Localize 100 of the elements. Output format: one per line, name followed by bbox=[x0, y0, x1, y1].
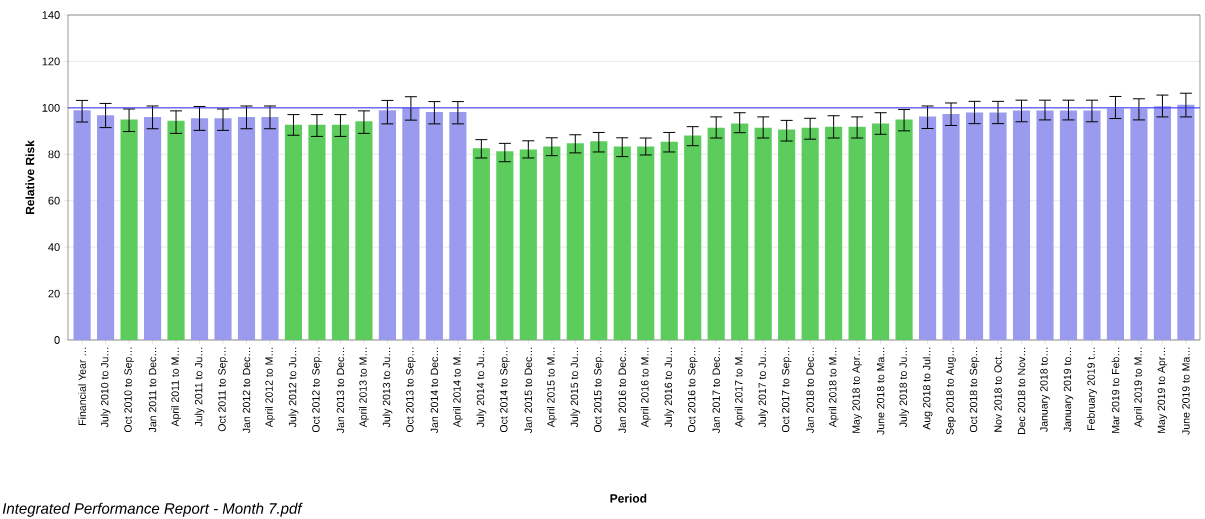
bar bbox=[1177, 104, 1195, 340]
x-tick-label: July 2015 to Ju… bbox=[570, 347, 581, 428]
bar bbox=[331, 124, 350, 340]
x-axis-title: Period bbox=[610, 493, 647, 503]
x-tick-label: Nov 2018 to Oct… bbox=[994, 347, 1002, 432]
bar bbox=[73, 110, 91, 340]
x-tick-label: February 2019 t… bbox=[1087, 347, 1097, 430]
x-tick-label: April 2019 to M… bbox=[1134, 347, 1144, 428]
x-tick-label: July 2012 to Ju… bbox=[288, 347, 299, 428]
x-tick-label: Dec 2018 to Nov… bbox=[1017, 347, 1026, 435]
bar bbox=[1106, 108, 1125, 340]
bar bbox=[778, 129, 796, 340]
bar bbox=[472, 148, 490, 340]
x-tick-label: Oct 2014 to Sep… bbox=[500, 347, 510, 433]
bar bbox=[449, 112, 467, 340]
bar bbox=[566, 143, 584, 340]
x-tick-label: April 2015 to M… bbox=[546, 347, 557, 428]
bar bbox=[613, 146, 631, 340]
x-tick-label: April 2012 to M… bbox=[265, 347, 275, 428]
bar bbox=[707, 127, 725, 340]
bar bbox=[308, 124, 326, 340]
bar bbox=[684, 135, 702, 340]
x-tick-label: January 2018 to… bbox=[1040, 347, 1050, 432]
bar bbox=[989, 112, 1007, 340]
x-tick-label: June 2018 to Ma… bbox=[876, 347, 885, 435]
x-tick-label: July 2013 to Ju… bbox=[382, 347, 393, 428]
x-tick-label: Jan 2018 to Dec… bbox=[806, 347, 814, 433]
x-tick-label: July 2014 to Ju… bbox=[476, 347, 487, 428]
bar bbox=[378, 110, 396, 340]
y-tick-label: 120 bbox=[42, 57, 60, 66]
x-tick-label: Oct 2011 to Sep… bbox=[218, 347, 228, 432]
x-tick-label: Mar 2019 to Feb… bbox=[1111, 347, 1120, 433]
bar bbox=[801, 127, 819, 340]
bar bbox=[284, 124, 303, 340]
y-tick-label: 80 bbox=[48, 150, 60, 159]
bar bbox=[590, 141, 608, 340]
bar bbox=[143, 116, 162, 340]
x-tick-label: April 2011 to M… bbox=[171, 347, 181, 427]
bar bbox=[848, 126, 866, 340]
x-tick-label: June 2019 to Ma… bbox=[1182, 347, 1190, 435]
x-tick-label: Jan 2014 to Dec… bbox=[430, 347, 439, 433]
y-tick-label: 100 bbox=[42, 103, 60, 112]
bar bbox=[261, 116, 279, 340]
bar bbox=[872, 123, 890, 340]
bar bbox=[402, 107, 420, 340]
bar bbox=[825, 126, 843, 340]
x-tick-label: April 2014 to M… bbox=[452, 347, 463, 428]
x-tick-label: Oct 2018 to Sep… bbox=[969, 347, 980, 433]
bar bbox=[1036, 110, 1054, 340]
y-tick-label: 140 bbox=[42, 11, 60, 19]
bar bbox=[637, 146, 655, 340]
bar bbox=[731, 123, 749, 340]
bar bbox=[919, 116, 937, 340]
y-axis-title: Relative Risk bbox=[25, 140, 35, 215]
bar bbox=[754, 127, 772, 340]
bar bbox=[120, 119, 138, 340]
x-tick-label: July 2016 to Ju… bbox=[664, 347, 675, 428]
x-tick-label: July 2017 to Ju… bbox=[758, 347, 769, 428]
x-tick-label: Oct 2012 to Sep… bbox=[312, 347, 322, 433]
bar bbox=[1083, 110, 1101, 340]
bar bbox=[1153, 106, 1171, 340]
x-tick-label: Oct 2017 to Sep… bbox=[781, 347, 792, 433]
bar bbox=[97, 115, 115, 340]
x-tick-label: Jan 2016 to Dec… bbox=[618, 347, 626, 433]
x-tick-label: Aug 2018 to Jul… bbox=[922, 347, 933, 430]
bar bbox=[1130, 108, 1148, 340]
bar bbox=[895, 119, 913, 340]
x-tick-label: Jan 2015 to Dec… bbox=[524, 347, 533, 433]
bar bbox=[543, 146, 561, 340]
bar bbox=[496, 151, 514, 340]
bar bbox=[965, 112, 984, 340]
bar bbox=[190, 118, 209, 340]
x-tick-label: May 2019 to Apr… bbox=[1157, 347, 1168, 433]
bar bbox=[1059, 110, 1078, 340]
bar bbox=[942, 113, 960, 340]
x-tick-label: April 2017 to M… bbox=[734, 347, 745, 428]
bar bbox=[355, 121, 373, 340]
x-tick-label: July 2011 to Ju… bbox=[194, 347, 205, 427]
bar bbox=[519, 149, 537, 340]
bar bbox=[167, 120, 185, 340]
x-tick-label: Oct 2015 to Sep… bbox=[594, 347, 604, 433]
bar bbox=[1012, 110, 1031, 340]
bar bbox=[214, 118, 232, 340]
y-tick-label: 40 bbox=[48, 243, 60, 252]
y-tick-label: 20 bbox=[48, 289, 60, 298]
bar bbox=[237, 116, 256, 340]
x-tick-label: July 2010 to Ju… bbox=[100, 347, 111, 428]
x-tick-label: Jan 2011 to Dec… bbox=[148, 347, 157, 433]
x-tick-label: Oct 2016 to Sep… bbox=[687, 347, 698, 433]
x-tick-label: April 2018 to M… bbox=[828, 347, 839, 428]
y-tick-label: 0 bbox=[54, 336, 60, 344]
x-tick-label: Jan 2017 to Dec… bbox=[712, 347, 720, 433]
text: Integrated Performance Report - Month 7.pdf bbox=[2, 502, 303, 517]
y-tick-label: 60 bbox=[48, 196, 60, 205]
x-tick-label: Jan 2012 to Dec… bbox=[242, 347, 251, 433]
bar bbox=[425, 112, 443, 340]
x-tick-label: May 2018 to Apr… bbox=[852, 347, 862, 433]
x-tick-label: April 2016 to M… bbox=[640, 347, 651, 428]
x-tick-label: Sep 2018 to Aug… bbox=[946, 347, 956, 435]
x-tick-label: July 2018 to Ju… bbox=[899, 347, 909, 428]
